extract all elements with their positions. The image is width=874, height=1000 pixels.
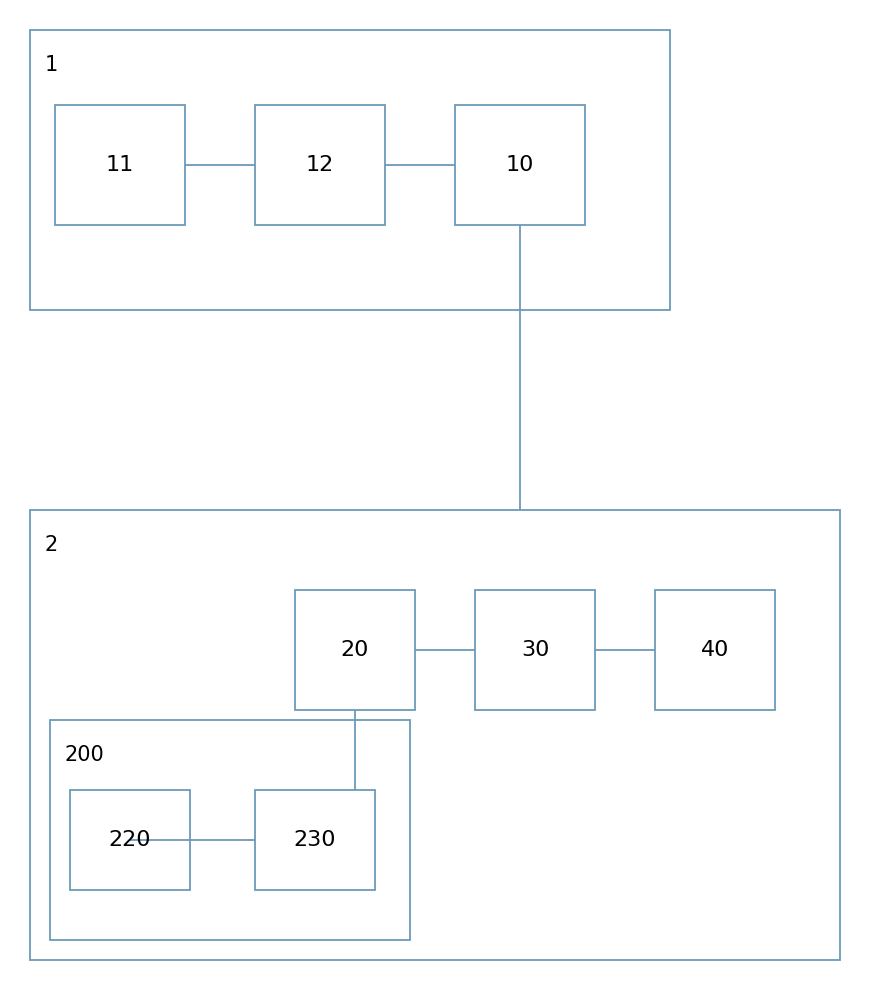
Text: 12: 12 [306,155,334,175]
Bar [50,720,410,940]
Bar [30,510,840,960]
Text: 230: 230 [294,830,336,850]
Text: 40: 40 [701,640,729,660]
Text: 10: 10 [506,155,534,175]
Bar [655,590,775,710]
Text: 30: 30 [521,640,549,660]
Bar [455,105,585,225]
Text: 200: 200 [65,745,105,765]
Bar [255,790,375,890]
Text: 1: 1 [45,55,59,75]
Bar [475,590,595,710]
Text: 20: 20 [341,640,369,660]
Bar [70,790,190,890]
Text: 11: 11 [106,155,134,175]
Bar [255,105,385,225]
Bar [30,30,670,310]
Text: 220: 220 [108,830,151,850]
Bar [55,105,185,225]
Text: 2: 2 [45,535,59,555]
Bar [295,590,415,710]
